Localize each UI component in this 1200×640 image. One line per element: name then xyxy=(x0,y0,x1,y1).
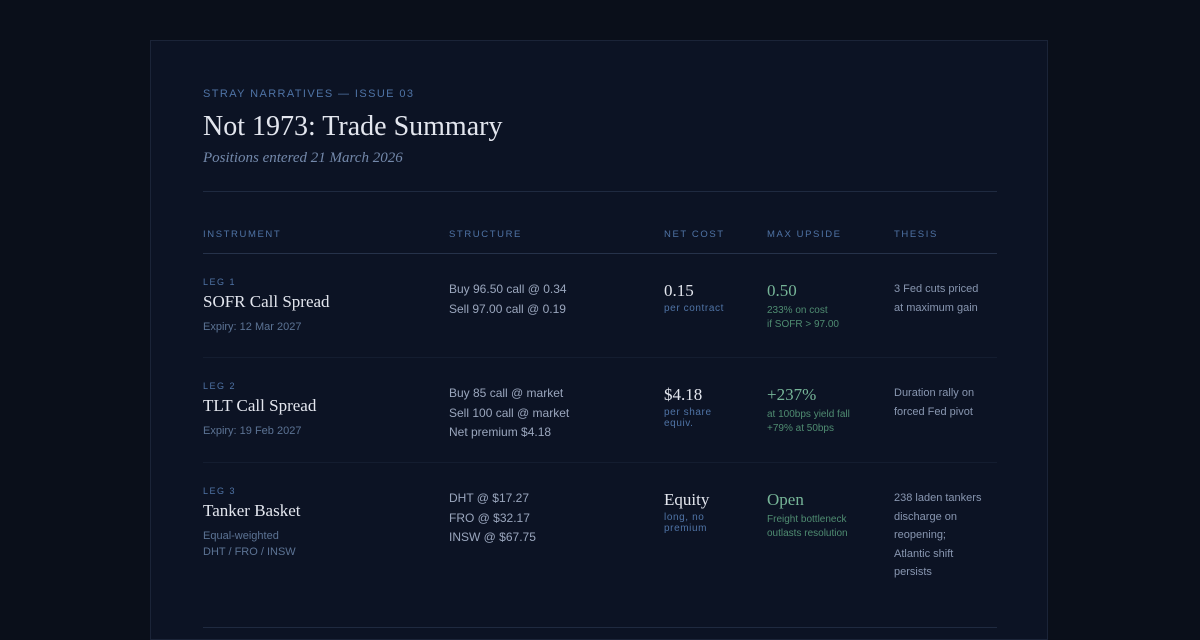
structure-cell: Buy 96.50 call @ 0.34 Sell 97.00 call @ … xyxy=(449,280,567,319)
upside-note-line: +79% at 50bps xyxy=(767,423,834,434)
instrument-name: SOFR Call Spread xyxy=(203,292,330,311)
upside-note: at 100bps yield fall +79% at 50bps xyxy=(767,408,850,436)
row-divider xyxy=(203,357,997,358)
net-cost-note: per share equiv. xyxy=(664,407,712,429)
instrument-cell: LEG 3 Tanker Basket Equal-weighted DHT /… xyxy=(203,486,300,560)
instrument-detail: Equal-weighted DHT / FRO / INSW xyxy=(203,528,300,560)
thesis-line: 3 Fed cuts priced xyxy=(894,283,979,295)
page-subtitle: Positions entered 21 March 2026 xyxy=(203,150,403,166)
net-cost-cell: $4.18 per share equiv. xyxy=(664,385,744,429)
instrument-detail: Expiry: 19 Feb 2027 xyxy=(203,423,316,439)
structure-line: Sell 100 call @ market xyxy=(449,405,570,420)
detail-line: Expiry: 19 Feb 2027 xyxy=(203,425,302,437)
structure-line: Net premium $4.18 xyxy=(449,425,552,439)
net-cost-value: $4.18 xyxy=(664,385,703,404)
footer-divider xyxy=(203,627,997,628)
detail-line: Equal-weighted xyxy=(203,530,279,542)
structure-cell: Buy 85 call @ market Sell 100 call @ mar… xyxy=(449,384,569,443)
instrument-cell: LEG 1 SOFR Call Spread Expiry: 12 Mar 20… xyxy=(203,277,330,335)
column-header-net-cost: NET COST xyxy=(664,229,725,240)
net-cost-value: 0.15 xyxy=(664,281,694,300)
column-header-max-upside: MAX UPSIDE xyxy=(767,229,842,240)
max-upside-value: 0.50 xyxy=(767,281,797,300)
upside-note-line: if SOFR > 97.00 xyxy=(767,319,839,330)
max-upside-cell: +237% at 100bps yield fall +79% at 50bps xyxy=(767,385,850,436)
max-upside-value: Open xyxy=(767,490,804,509)
detail-line: Expiry: 12 Mar 2027 xyxy=(203,321,302,333)
thesis-line: Duration rally on xyxy=(894,387,975,399)
thesis-cell: 238 laden tankers discharge on reopening… xyxy=(894,489,981,582)
net-cost-cell: 0.15 per contract xyxy=(664,281,744,314)
net-cost-note: long, no premium xyxy=(664,512,708,534)
instrument-cell: LEG 2 TLT Call Spread Expiry: 19 Feb 202… xyxy=(203,381,316,439)
detail-line: DHT / FRO / INSW xyxy=(203,546,296,558)
leg-label: LEG 1 xyxy=(203,277,237,287)
structure-line: INSW @ $67.75 xyxy=(449,530,536,544)
thesis-line: persists xyxy=(894,566,932,578)
thesis-line: forced Fed pivot xyxy=(894,405,973,418)
upside-note-line: Freight bottleneck xyxy=(767,514,847,525)
thesis-line: discharge on xyxy=(894,510,957,523)
max-upside-cell: Open Freight bottleneck outlasts resolut… xyxy=(767,490,848,541)
max-upside-cell: 0.50 233% on cost if SOFR > 97.00 xyxy=(767,281,839,332)
thesis-line: reopening; xyxy=(894,529,946,541)
instrument-detail: Expiry: 12 Mar 2027 xyxy=(203,319,330,335)
thesis-cell: Duration rally on forced Fed pivot xyxy=(894,384,974,421)
trade-summary-card: STRAY NARRATIVES — ISSUE 03 Not 1973: Tr… xyxy=(150,40,1048,640)
thesis-line: 238 laden tankers xyxy=(894,492,982,504)
column-header-thesis: THESIS xyxy=(894,229,938,240)
leg-label: LEG 3 xyxy=(203,486,237,496)
structure-line: Sell 97.00 call @ 0.19 xyxy=(449,301,566,316)
max-upside-value: +237% xyxy=(767,385,817,404)
upside-note: 233% on cost if SOFR > 97.00 xyxy=(767,304,839,332)
upside-note: Freight bottleneck outlasts resolution xyxy=(767,513,848,541)
column-header-instrument: INSTRUMENT xyxy=(203,229,282,240)
thesis-cell: 3 Fed cuts priced at maximum gain xyxy=(894,280,978,317)
leg-label: LEG 2 xyxy=(203,381,237,391)
structure-line: Buy 96.50 call @ 0.34 xyxy=(449,282,567,296)
net-cost-value: Equity xyxy=(664,490,710,509)
instrument-name: TLT Call Spread xyxy=(203,396,317,415)
upside-note-line: at 100bps yield fall xyxy=(767,409,850,420)
thesis-line: Atlantic shift xyxy=(894,547,954,560)
net-cost-note: per contract xyxy=(664,303,725,314)
structure-line: DHT @ $17.27 xyxy=(449,491,529,505)
column-header-structure: STRUCTURE xyxy=(449,229,522,240)
header-divider xyxy=(203,191,997,192)
structure-line: FRO @ $32.17 xyxy=(449,510,530,525)
page-title: Not 1973: Trade Summary xyxy=(203,111,503,142)
net-cost-cell: Equity long, no premium xyxy=(664,490,744,534)
upside-note-line: 233% on cost xyxy=(767,305,828,316)
thesis-line: at maximum gain xyxy=(894,301,978,314)
instrument-name: Tanker Basket xyxy=(203,501,301,520)
upside-note-line: outlasts resolution xyxy=(767,528,848,539)
structure-cell: DHT @ $17.27 FRO @ $32.17 INSW @ $67.75 xyxy=(449,489,536,548)
column-header-divider xyxy=(203,253,997,254)
issue-kicker: STRAY NARRATIVES — ISSUE 03 xyxy=(203,88,415,100)
structure-line: Buy 85 call @ market xyxy=(449,386,564,400)
row-divider xyxy=(203,462,997,463)
